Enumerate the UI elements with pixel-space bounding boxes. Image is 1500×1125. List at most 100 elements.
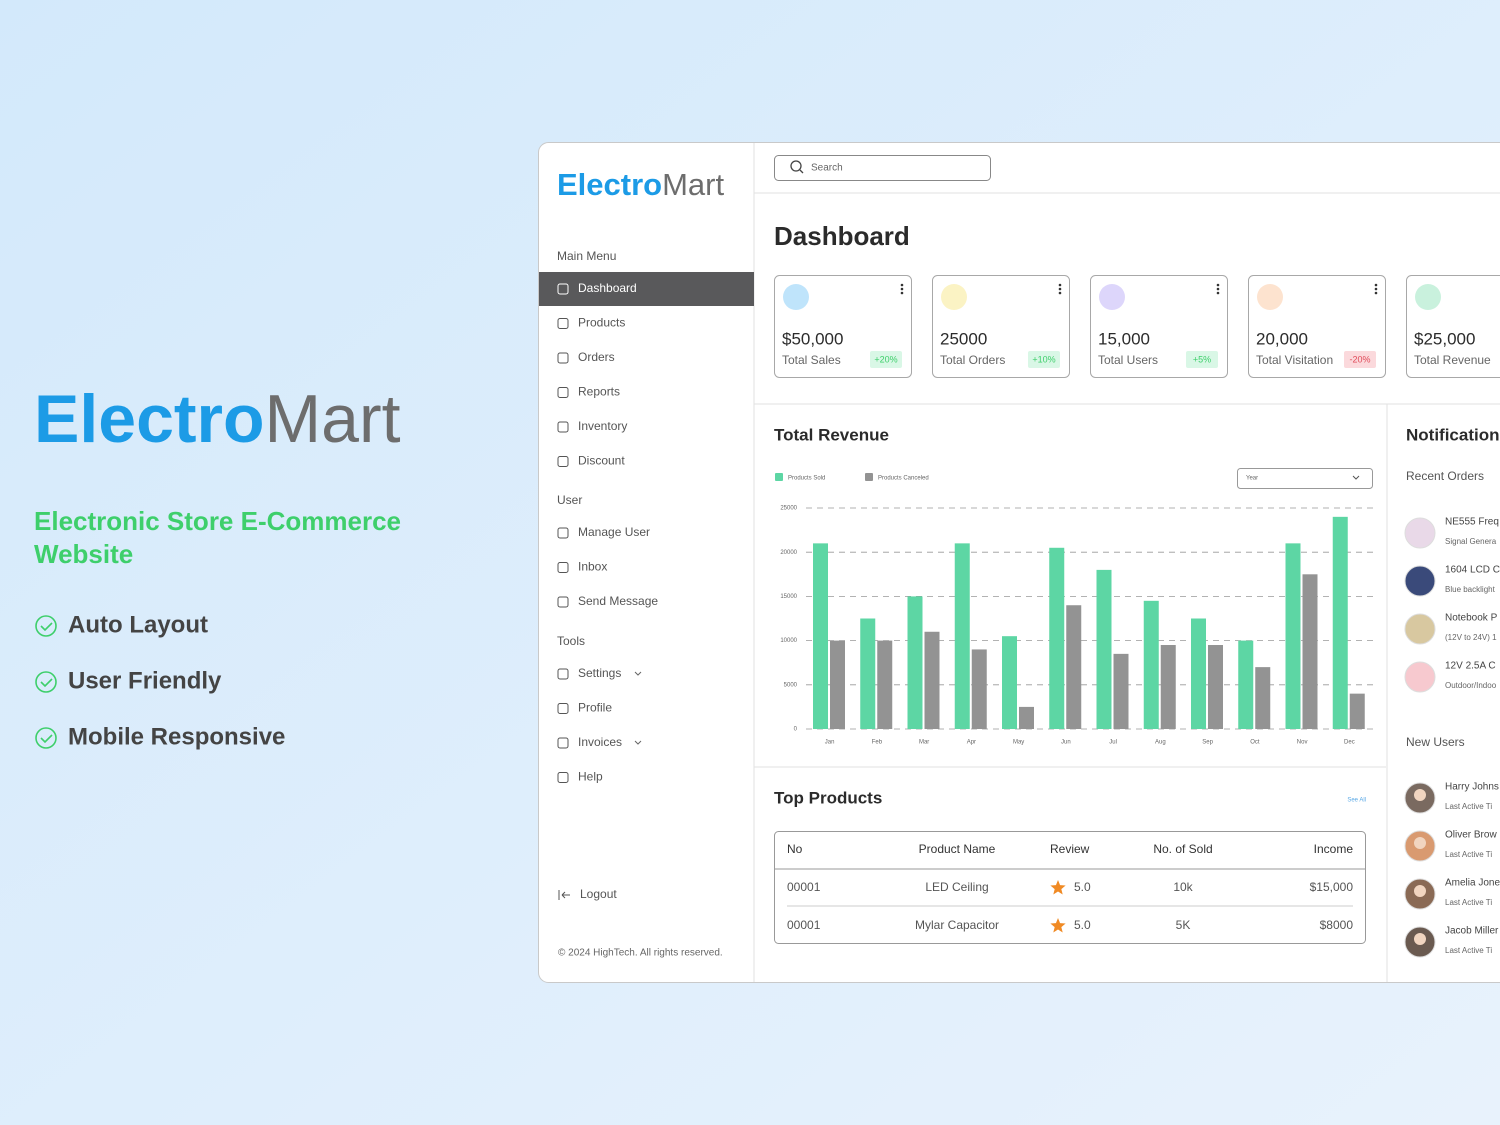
check-icon <box>35 671 57 693</box>
logout-icon <box>558 890 570 900</box>
menu-item[interactable]: Products <box>578 316 625 330</box>
stat-icon <box>1415 284 1441 310</box>
menu-item[interactable]: Orders <box>578 350 615 364</box>
menu-item[interactable]: Discount <box>578 454 625 468</box>
order-name: NE555 Freq <box>1445 517 1499 528</box>
chevron <box>1352 475 1360 480</box>
dashboard-panel <box>538 142 1500 983</box>
menu-icon <box>557 421 569 433</box>
menu-dots <box>1216 287 1220 291</box>
search-box[interactable] <box>774 155 991 181</box>
bar <box>924 631 940 729</box>
stat-icon <box>1099 284 1125 310</box>
stat-value: 15,000 <box>1098 329 1150 348</box>
subheading: New Users <box>1406 735 1465 749</box>
bar <box>1349 693 1365 729</box>
menu-icon <box>557 703 569 714</box>
check-icon <box>40 734 53 744</box>
order-name: Notebook P <box>1445 613 1498 624</box>
product-thumb <box>1404 613 1436 645</box>
table-cell: 00001 <box>787 918 821 932</box>
change-badge <box>1186 351 1218 368</box>
stat-label: Total Users <box>1098 353 1158 367</box>
dropdown-label: Year <box>1246 476 1258 482</box>
menu-item[interactable]: Dashboard <box>578 281 637 295</box>
user-avatar-face <box>1414 885 1426 897</box>
star-icon <box>1050 918 1066 933</box>
logo-part: Mart <box>265 381 401 457</box>
menu-dots <box>900 287 904 291</box>
logo-part: Electro <box>34 381 265 457</box>
bar <box>907 596 923 729</box>
table-cell: $8000 <box>1320 918 1354 932</box>
bar <box>1208 645 1223 729</box>
menu-item[interactable]: Settings <box>578 666 621 680</box>
hero-tagline: Electronic Store E-Commerce <box>34 506 401 536</box>
legend-swatch <box>775 473 783 481</box>
menu-dots <box>1374 287 1378 291</box>
menu-item[interactable]: Inventory <box>578 419 627 433</box>
logo-part: Mart <box>662 167 724 202</box>
table-header: Income <box>1314 842 1354 856</box>
star-icon <box>1050 880 1066 895</box>
user-meta: Last Active Ti <box>1445 802 1492 811</box>
bar <box>1302 574 1318 729</box>
table-cell: 5K <box>1176 918 1191 932</box>
order-name: 1604 LCD C <box>1445 565 1500 576</box>
chart-title: Total Revenue <box>774 425 889 444</box>
y-tick-label: 10000 <box>780 638 797 644</box>
search-icon <box>790 160 802 172</box>
hero-tagline: Website <box>34 539 133 569</box>
menu-active-bg <box>539 272 754 306</box>
order-desc: Signal Genera <box>1445 537 1497 546</box>
y-tick-label: 25000 <box>780 506 797 512</box>
bar <box>1113 653 1129 729</box>
hero-feature: Auto Layout <box>68 611 208 638</box>
menu-dots <box>1216 291 1220 295</box>
x-tick-label: Mar <box>919 740 929 746</box>
dropdown[interactable] <box>1237 468 1373 489</box>
x-tick-label: Apr <box>967 740 976 746</box>
logo-part: Electro <box>557 167 662 202</box>
chevron <box>634 671 642 676</box>
table-cell: 5.0 <box>1074 918 1091 932</box>
product-thumb <box>1404 565 1436 597</box>
menu-icon <box>557 387 569 398</box>
stat-value: 20,000 <box>1256 329 1308 348</box>
menu-item[interactable]: Manage User <box>578 525 650 539</box>
menu-item[interactable]: Inbox <box>578 560 607 574</box>
change-badge <box>1344 351 1376 368</box>
y-tick-label: 20000 <box>780 550 797 556</box>
section-title: Notification <box>1406 425 1500 444</box>
user-name: Jacob Miller <box>1445 926 1499 937</box>
menu-heading: Tools <box>557 634 585 648</box>
menu-icon <box>557 562 569 573</box>
user-name: Harry Johns <box>1445 782 1499 793</box>
menu-dots <box>1058 287 1062 291</box>
menu-item[interactable]: Send Message <box>578 594 658 608</box>
change-badge <box>870 351 902 368</box>
bar <box>830 640 845 729</box>
page-title: Dashboard <box>774 221 910 251</box>
bar <box>1238 640 1254 729</box>
order-desc: Outdoor/Indoo <box>1445 681 1497 690</box>
menu-item[interactable]: Help <box>578 770 603 784</box>
x-tick-label: Feb <box>872 740 883 746</box>
bar <box>1285 543 1301 729</box>
stat-label: Total Sales <box>782 353 841 367</box>
x-tick-label: Oct <box>1250 740 1260 746</box>
user-meta: Last Active Ti <box>1445 898 1492 907</box>
table-header: Product Name <box>919 842 996 856</box>
logout[interactable]: Logout <box>580 887 617 901</box>
menu-item[interactable]: Profile <box>578 701 612 715</box>
menu-item[interactable]: Invoices <box>578 735 622 749</box>
menu-item[interactable]: Reports <box>578 385 620 399</box>
bar <box>954 543 970 729</box>
chevron <box>634 740 642 745</box>
menu-dots <box>1374 291 1378 295</box>
see-all[interactable]: See All <box>1347 798 1366 804</box>
menu-dots <box>900 283 904 287</box>
user-avatar-face <box>1414 837 1426 849</box>
order-name: 12V 2.5A C <box>1445 661 1496 672</box>
